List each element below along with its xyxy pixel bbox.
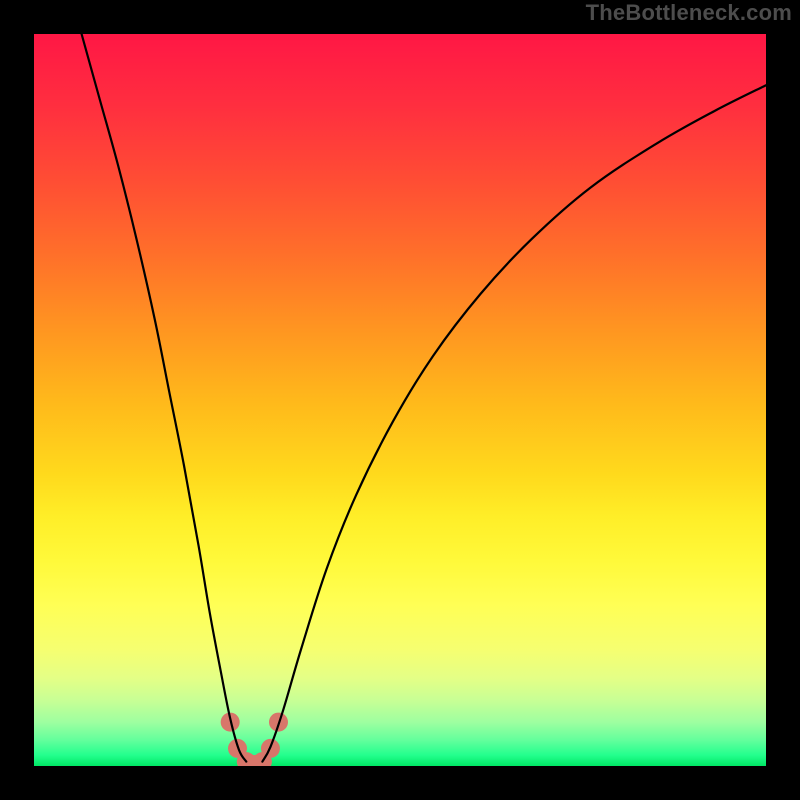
- watermark-text: TheBottleneck.com: [586, 0, 792, 26]
- chart-stage: TheBottleneck.com: [0, 0, 800, 800]
- bottleneck-chart: [0, 0, 800, 800]
